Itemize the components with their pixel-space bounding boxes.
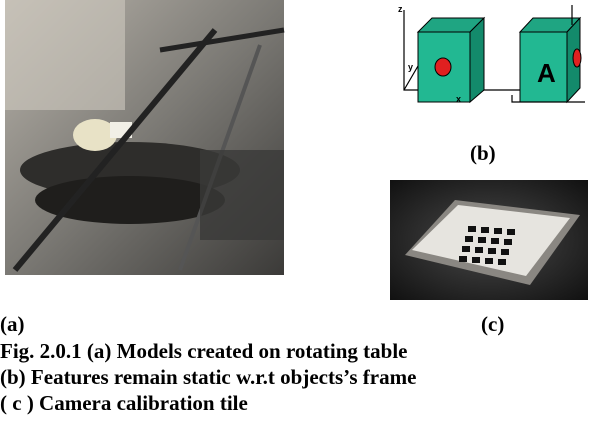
caption-line: Fig. 2.0.1 (a) Models created on rotatin… [0, 339, 408, 363]
axis-label-z: z [398, 4, 403, 14]
tile-square [465, 236, 473, 242]
tile-square [504, 239, 512, 245]
tile-square [491, 238, 499, 244]
figure: z y x A (b) (a) (c) Fig. 2.0.1 (a) Model… [0, 0, 594, 436]
tile-square [494, 228, 502, 234]
caption-line: ( c ) Camera calibration tile [0, 391, 248, 415]
page: z y x A (b) (a) (c) Fig. 2.0.1 (a) Model… [0, 0, 594, 436]
panel-label: (c) [481, 312, 504, 336]
panel-label: (b) [470, 141, 496, 165]
tile-square [475, 247, 483, 253]
tile-square [507, 229, 515, 235]
caption-line: (b) Features remain static w.r.t objects… [0, 365, 416, 389]
tile-square [468, 226, 476, 232]
photo-calibration-tile [390, 180, 588, 300]
cube-letter: A [537, 58, 556, 88]
tile-square [472, 257, 480, 263]
tile-square [481, 227, 489, 233]
tile-square [498, 259, 506, 265]
cube-diagram: z y x A [398, 4, 585, 104]
tile-square [488, 248, 496, 254]
tile-square [462, 246, 470, 252]
axis-label-y: y [408, 62, 413, 72]
panel-label: (a) [0, 312, 25, 336]
photo-rotating-table [5, 0, 284, 275]
tile-square [459, 256, 467, 262]
tile-square [485, 258, 493, 264]
tile-square [478, 237, 486, 243]
tile-square [501, 249, 509, 255]
axis-label-x: x [456, 94, 461, 104]
